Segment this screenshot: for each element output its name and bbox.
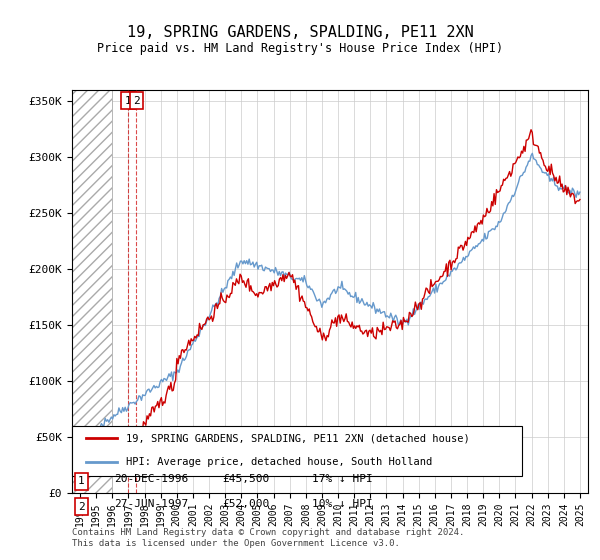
Text: 10% ↓ HPI: 10% ↓ HPI: [312, 499, 373, 509]
Text: 20-DEC-1996: 20-DEC-1996: [114, 474, 188, 484]
Text: Contains HM Land Registry data © Crown copyright and database right 2024.
This d: Contains HM Land Registry data © Crown c…: [72, 528, 464, 548]
Text: 27-JUN-1997: 27-JUN-1997: [114, 499, 188, 509]
Text: 1: 1: [78, 477, 85, 487]
Text: 19, SPRING GARDENS, SPALDING, PE11 2XN: 19, SPRING GARDENS, SPALDING, PE11 2XN: [127, 25, 473, 40]
Text: £52,000: £52,000: [222, 499, 269, 509]
FancyBboxPatch shape: [72, 426, 522, 476]
Bar: [72, 90, 112, 493]
Text: HPI: Average price, detached house, South Holland: HPI: Average price, detached house, Sout…: [126, 457, 432, 467]
Text: 1: 1: [125, 96, 131, 106]
Text: 17% ↓ HPI: 17% ↓ HPI: [312, 474, 373, 484]
Bar: [72, 90, 112, 493]
Text: Price paid vs. HM Land Registry's House Price Index (HPI): Price paid vs. HM Land Registry's House …: [97, 42, 503, 55]
Text: 2: 2: [78, 502, 85, 512]
Text: 2: 2: [133, 96, 140, 106]
Text: 19, SPRING GARDENS, SPALDING, PE11 2XN (detached house): 19, SPRING GARDENS, SPALDING, PE11 2XN (…: [126, 433, 470, 443]
Text: £45,500: £45,500: [222, 474, 269, 484]
